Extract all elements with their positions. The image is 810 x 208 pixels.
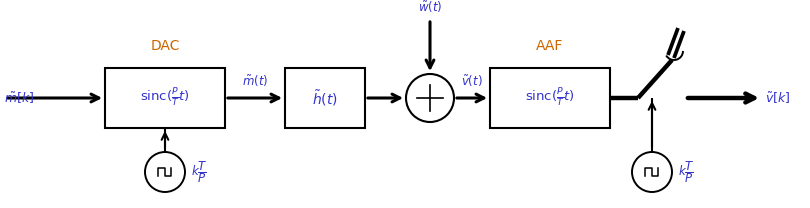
FancyBboxPatch shape: [490, 68, 610, 128]
Text: $\tilde{v}[k]$: $\tilde{v}[k]$: [765, 90, 791, 106]
Text: $\tilde{m}[k]$: $\tilde{m}[k]$: [4, 90, 34, 106]
FancyBboxPatch shape: [105, 68, 225, 128]
Text: $k\dfrac{T}{P}$: $k\dfrac{T}{P}$: [191, 159, 207, 185]
Text: DAC: DAC: [150, 39, 180, 53]
Text: $\tilde{w}(t)$: $\tilde{w}(t)$: [418, 0, 442, 15]
Text: $\tilde{v}(t)$: $\tilde{v}(t)$: [461, 74, 483, 89]
Text: $\mathrm{sinc}(\frac{P}{T}t)$: $\mathrm{sinc}(\frac{P}{T}t)$: [140, 87, 190, 109]
Text: $\tilde{h}(t)$: $\tilde{h}(t)$: [312, 88, 338, 108]
Text: $\mathrm{sinc}(\frac{P}{T}t)$: $\mathrm{sinc}(\frac{P}{T}t)$: [525, 87, 575, 109]
Text: AAF: AAF: [536, 39, 564, 53]
FancyBboxPatch shape: [285, 68, 365, 128]
Text: $\tilde{m}(t)$: $\tilde{m}(t)$: [242, 74, 268, 89]
Text: $k\dfrac{T}{P}$: $k\dfrac{T}{P}$: [678, 159, 695, 185]
